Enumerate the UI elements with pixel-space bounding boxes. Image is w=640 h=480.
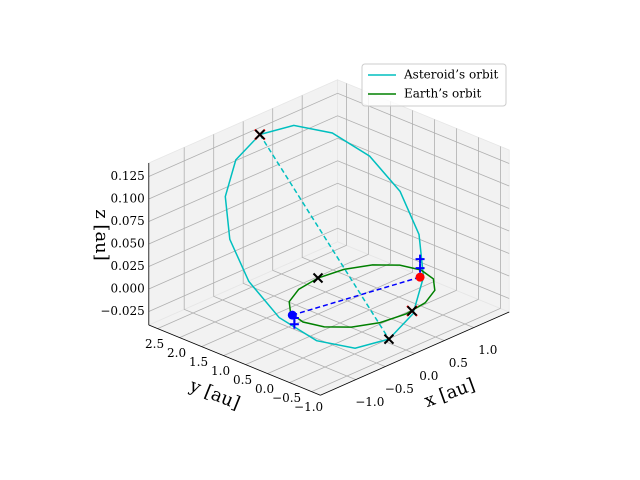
z-tick-label: 0.100 [110,192,144,206]
grid-line [311,146,501,392]
panes [147,79,511,396]
grid-line [301,95,474,328]
grid-line [148,115,510,200]
grid-line [157,83,347,329]
point-marker [406,305,418,317]
y-tick-label: 0.0 [255,382,274,396]
z-tick-label: 0.050 [110,237,144,251]
y-tick-label: 1.5 [189,355,208,369]
point-marker [415,254,425,264]
legend-label: Earth’s orbit [404,87,481,101]
grid-line [183,147,356,380]
y-tick-label: 1.0 [211,364,230,378]
x-tick-label: 1.0 [478,343,497,357]
point-marker [383,333,395,345]
z-tick-label: −0.025 [100,304,144,318]
x-tick-label: −0.5 [385,382,414,396]
y-tick-label: 2.5 [145,337,164,351]
z-tick-label: 0.125 [110,169,144,183]
legend-label: Asteroid’s orbit [403,68,498,82]
x-tick-label: −1.0 [355,395,384,409]
grid-line [148,92,510,177]
legend-box [361,63,507,107]
grid-line [148,227,510,312]
x-tick-label: 0.5 [449,356,468,370]
z-tick-label: 0.025 [110,259,144,273]
grid-line [148,137,510,222]
z-tick-label: 0.075 [110,214,144,228]
z-tick-label: 0.000 [110,282,144,296]
grid-line [242,121,415,354]
point-marker [289,319,299,329]
dashed-line [292,276,421,316]
x-axis-line [320,311,510,396]
grid-line [148,182,510,267]
x-tick-label: 0.0 [419,369,438,383]
y-tick-label: −0.5 [272,391,301,405]
point-marker [254,129,266,140]
y-tick-label: 0.5 [233,373,252,387]
grid-line [289,137,479,383]
point-marker [415,272,425,282]
grid-line [267,128,457,374]
z-axis-label: z [au] [91,209,112,261]
grid-line [148,205,510,290]
grid-line [148,160,510,245]
plot-area [224,124,436,349]
orbit-line [288,264,436,328]
point-marker [312,272,324,284]
y-axis-line [148,324,321,396]
grid-line [272,108,445,341]
grid-line [179,92,369,338]
dashed-line [259,134,390,340]
grid [148,83,510,392]
grid-line [201,101,391,347]
y-tick-label: 2.0 [167,346,186,360]
legend: Asteroid’s orbit Earth’s orbit [361,63,507,107]
y-tick-label: −1.0 [294,400,323,414]
grid-line [223,110,413,356]
point-marker [415,263,425,273]
